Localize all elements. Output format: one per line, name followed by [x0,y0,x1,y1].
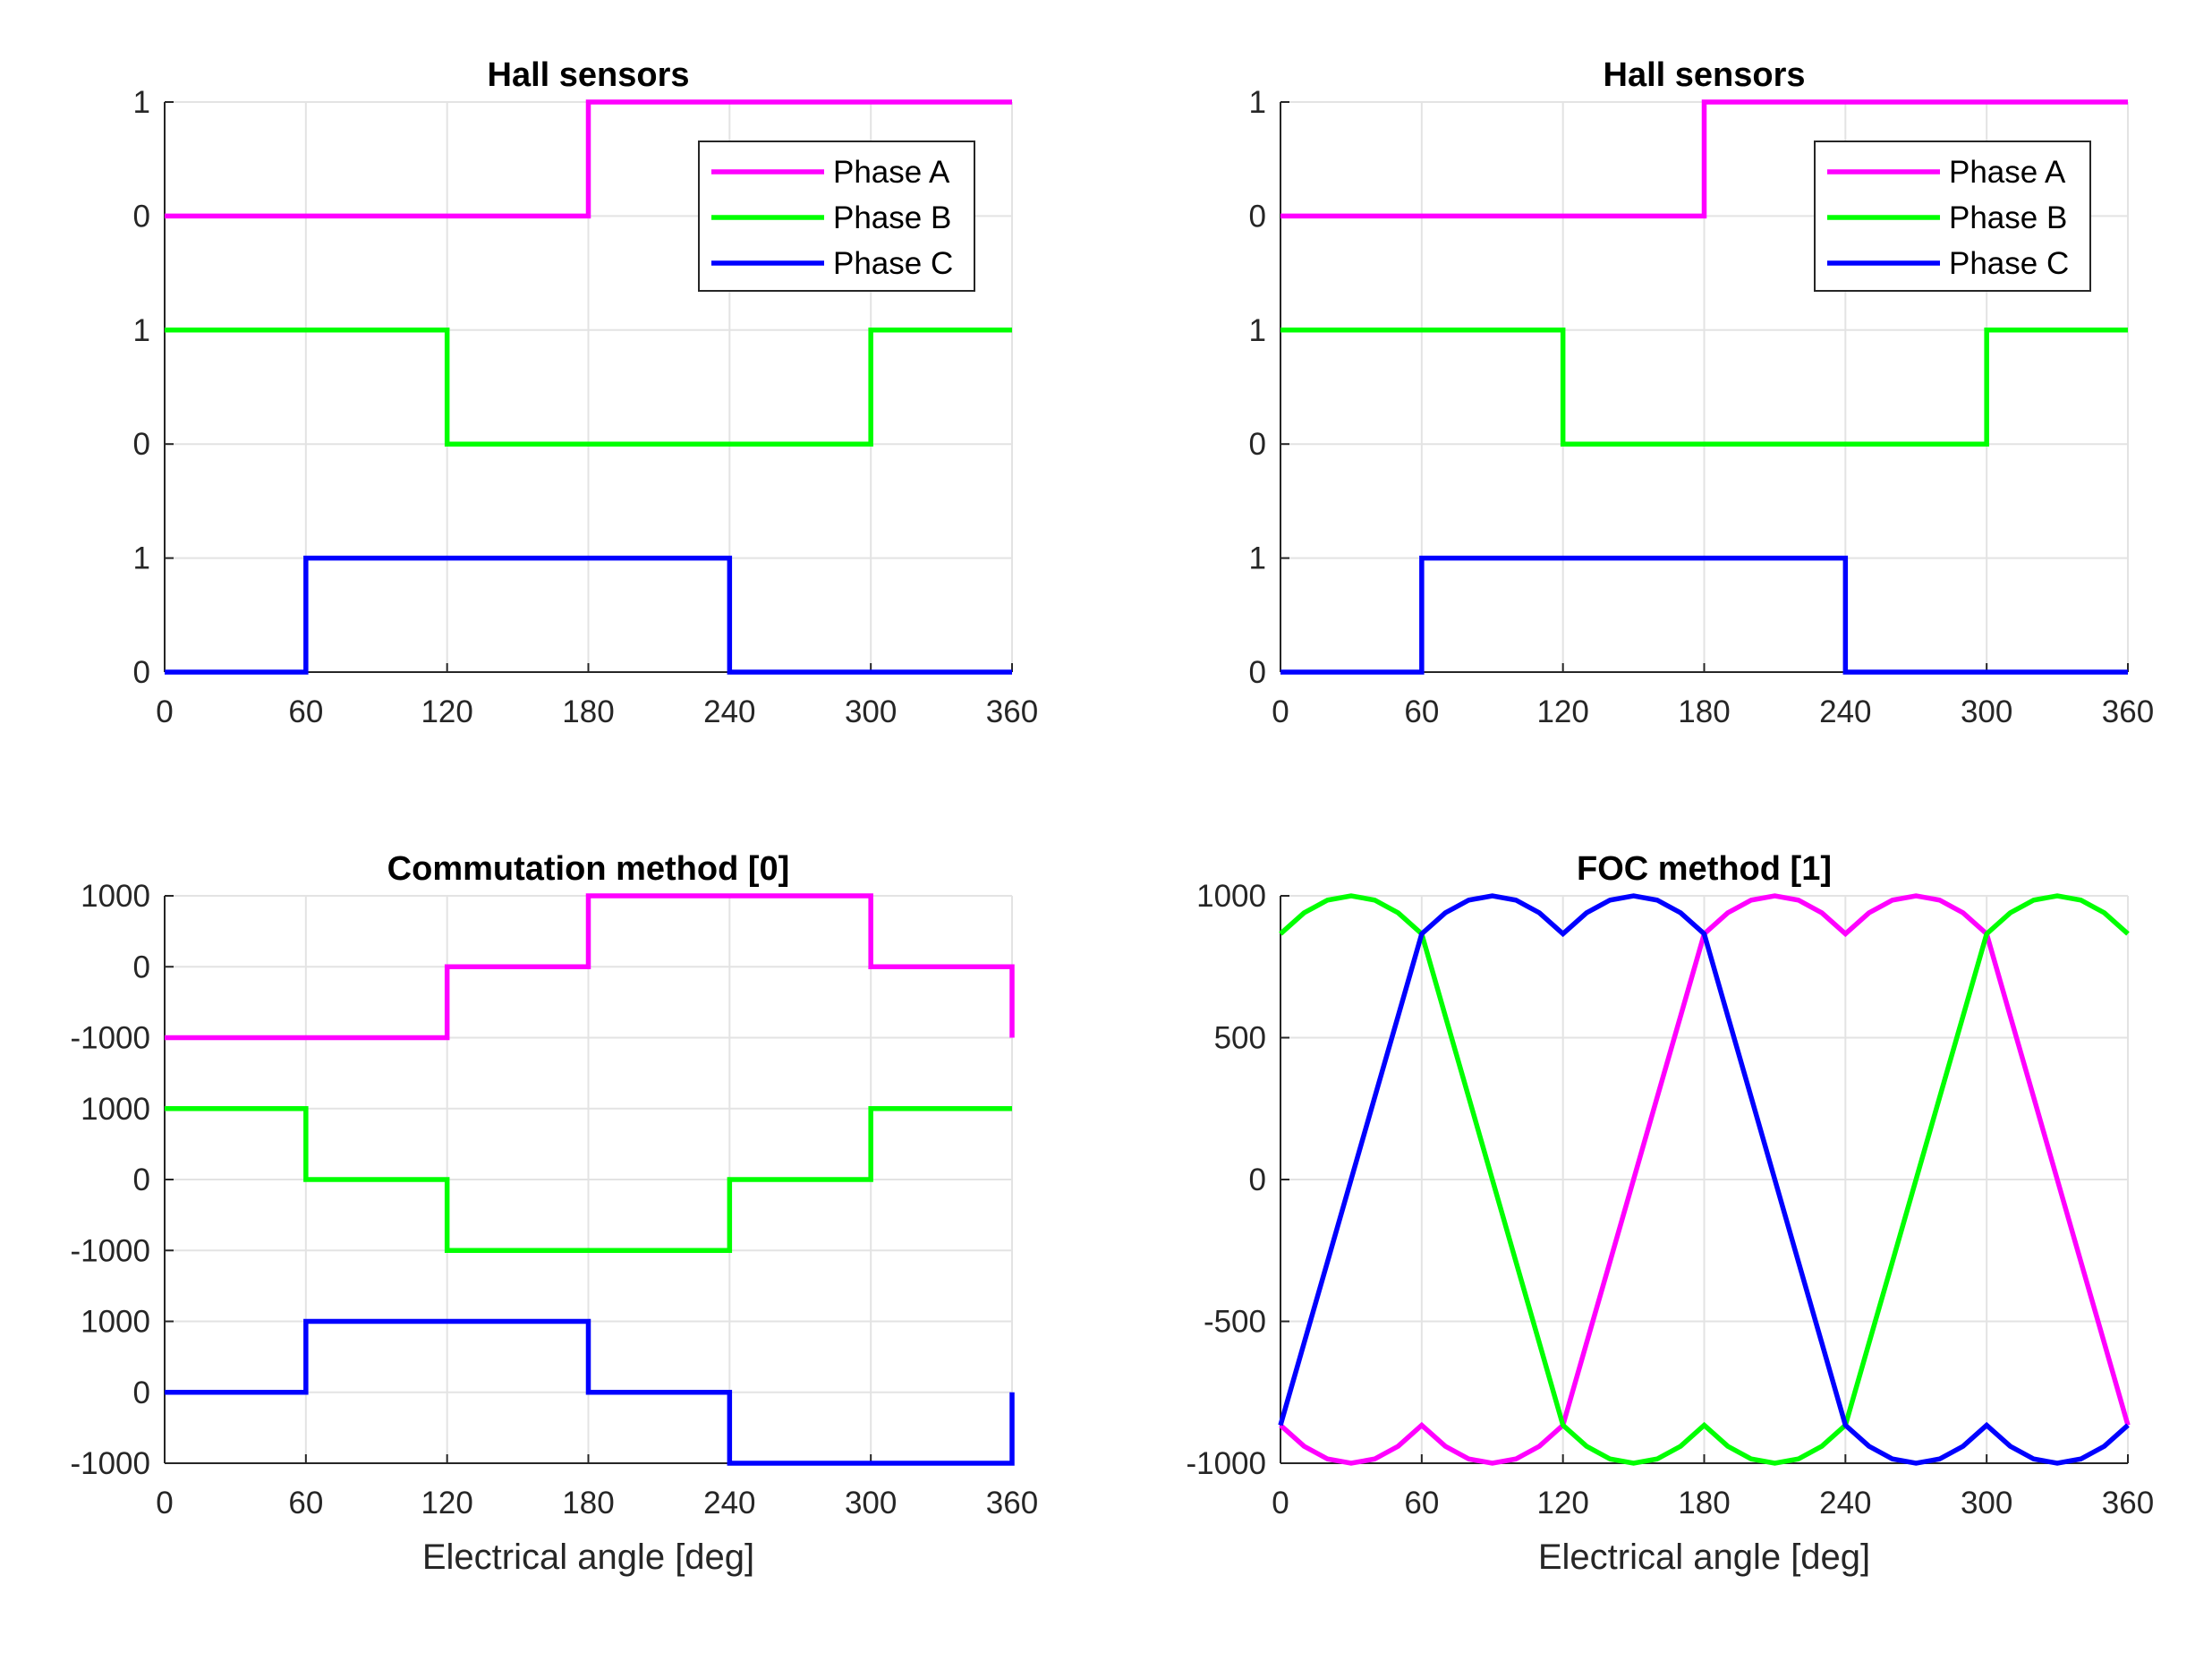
x-axis-label: Electrical angle [deg] [1538,1537,1870,1577]
y-tick-label: 1 [133,313,150,348]
series-line-phase-c [165,1318,1015,1466]
x-tick-label: 60 [1404,1486,1439,1520]
chart-title: Hall sensors [1604,56,1806,94]
series-line-phase-b [1280,328,2128,447]
x-tick-label: 360 [2102,1486,2154,1520]
x-tick-label: 240 [703,694,755,729]
y-tick-label: 1 [1249,541,1266,576]
series-line-phase-a [1280,99,2128,219]
x-tick-label: 60 [1404,694,1439,729]
series-line-phase-c [165,555,1012,675]
y-tick-label: 1000 [81,1092,150,1127]
y-tick-label: -1000 [70,1446,150,1481]
x-tick-label: 180 [562,694,614,729]
legend-label: Phase C [1949,246,2069,281]
x-tick-label: 0 [1272,694,1289,729]
commutation-method-chart: 0 60 120 180 240 300 360-100001000-100001000-1… [70,850,1038,1577]
y-tick-label: 0 [1249,1163,1266,1197]
series-line-phase-a [165,893,1015,1041]
y-tick-label: 0 [133,950,150,984]
y-tick-label: 1 [1249,313,1266,348]
y-tick-label: -1000 [70,1021,150,1056]
series-line-phase-b [165,1106,1012,1253]
y-tick-label: 1 [133,541,150,576]
legend-label: Phase B [1949,200,2067,235]
chart-title: Hall sensors [488,56,690,94]
hall-sensors-left-chart: 0 60 120 180 240 300 360 0 1 0 1 0 1 Hall sensors Phas… [133,56,1039,729]
x-tick-label: 300 [1961,1486,2012,1520]
x-tick-label: 120 [421,1486,472,1520]
x-tick-label: 0 [156,1486,173,1520]
y-tick-label: 1000 [1196,879,1266,914]
chart-title: Commutation method [0] [387,850,790,888]
y-tick-label: 0 [1249,199,1266,234]
x-tick-label: 240 [1819,1486,1871,1520]
x-tick-label: 120 [421,694,472,729]
x-tick-label: 60 [288,1486,323,1520]
x-tick-label: 300 [845,694,897,729]
legend-label: Phase C [833,246,953,281]
y-tick-label: 1000 [81,879,150,914]
chart-title: FOC method [1] [1577,850,1832,888]
y-tick-label: 500 [1214,1021,1266,1056]
hall-sensors-right-chart: 0 60 120 180 240 300 360 0 1 0 1 0 1 Hall sensors Phas… [1249,56,2155,729]
series-line-phase-c [1280,555,2128,675]
legend-label: Phase B [833,200,951,235]
series-line-phase-c [1278,893,2130,1466]
x-tick-label: 120 [1536,694,1588,729]
legend-label: Phase A [833,155,950,190]
x-tick-label: 240 [1819,694,1871,729]
series-line-phase-a [165,99,1012,219]
legend: Phase A Phase B Phase C [698,141,975,292]
x-tick-label: 360 [986,1486,1038,1520]
x-tick-label: 180 [1678,1486,1730,1520]
legend-label: Phase A [1949,155,2066,190]
y-tick-label: 0 [133,1163,150,1197]
y-tick-label: 1 [133,85,150,120]
y-tick-label: 0 [133,427,150,462]
x-tick-label: 120 [1536,1486,1588,1520]
legend: Phase A Phase B Phase C [1814,141,2091,292]
x-tick-label: 300 [845,1486,897,1520]
series-line-phase-b [165,328,1012,447]
x-tick-label: 60 [288,694,323,729]
x-tick-label: 300 [1961,694,2012,729]
y-tick-label: 0 [133,1376,150,1410]
y-tick-label: 1000 [81,1305,150,1340]
y-tick-label: 0 [133,655,150,690]
x-tick-label: 360 [986,694,1038,729]
foc-method-chart: 0 60 120 180 240 300 360 -1000 -500 0 500 1000 FOC m… [1186,850,2154,1577]
x-tick-label: 240 [703,1486,755,1520]
y-tick-label: 0 [1249,427,1266,462]
x-tick-label: 180 [1678,694,1730,729]
y-tick-label: -1000 [1186,1446,1266,1481]
x-tick-label: 180 [562,1486,614,1520]
y-tick-label: 0 [133,199,150,234]
x-tick-label: 360 [2102,694,2154,729]
x-tick-label: 0 [156,694,173,729]
y-tick-label: 0 [1249,655,1266,690]
x-axis-label: Electrical angle [deg] [422,1537,754,1577]
y-tick-label: -1000 [70,1233,150,1268]
y-tick-label: 1 [1249,85,1266,120]
x-tick-label: 0 [1272,1486,1289,1520]
y-tick-label: -500 [1204,1305,1266,1340]
